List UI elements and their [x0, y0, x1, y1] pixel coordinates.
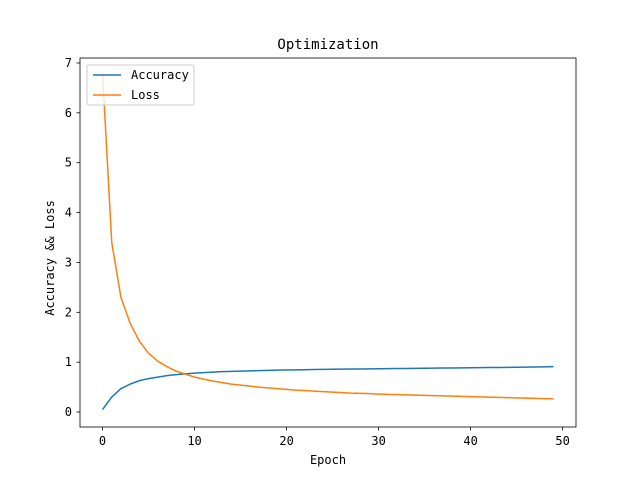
- x-tick-label: 20: [279, 434, 293, 448]
- x-axis-label: Epoch: [310, 453, 346, 467]
- y-tick-label: 6: [65, 106, 72, 120]
- y-tick-label: 2: [65, 305, 72, 319]
- y-tick-label: 0: [65, 405, 72, 419]
- legend: Accuracy Loss: [86, 64, 195, 106]
- series-line-accuracy: [101, 365, 554, 410]
- chart-title: Optimization: [277, 37, 378, 53]
- y-tick-label: 4: [65, 206, 72, 220]
- x-tick-label: 10: [187, 434, 201, 448]
- x-tick-label: 40: [463, 434, 477, 448]
- y-tick-label: 5: [65, 156, 72, 170]
- x-tick-label: 0: [99, 434, 106, 448]
- y-tick-label: 3: [65, 255, 72, 269]
- y-tick-label: 1: [65, 355, 72, 369]
- legend-label-accuracy: Accuracy: [131, 68, 189, 82]
- axes: 0 10 20 30 40 50 0 1 2 3 4 5 6 7: [65, 56, 577, 448]
- plot-area: [101, 72, 554, 410]
- series-line-loss: [101, 72, 554, 400]
- plot-frame: [79, 57, 577, 428]
- x-tick-label: 30: [371, 434, 385, 448]
- y-tick-label: 7: [65, 56, 72, 70]
- x-tick-label: 50: [555, 434, 569, 448]
- y-axis-label: Accuracy && Loss: [43, 200, 57, 316]
- legend-label-loss: Loss: [131, 88, 160, 102]
